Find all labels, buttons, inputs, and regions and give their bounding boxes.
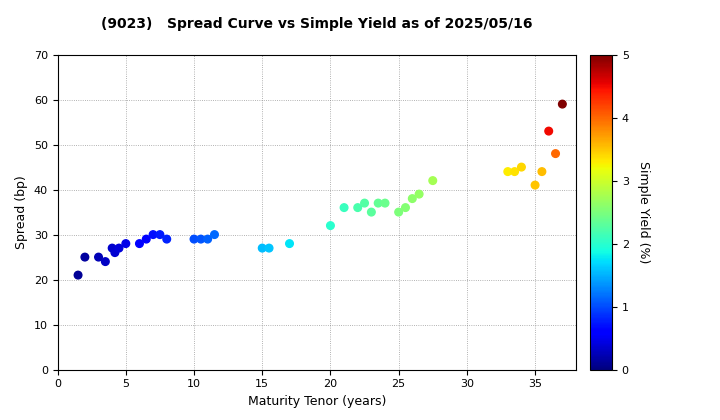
Point [99, 258, 111, 265]
Point [134, 240, 145, 247]
Point [536, 168, 548, 175]
Point [188, 236, 199, 242]
Point [400, 204, 411, 211]
Point [407, 195, 418, 202]
Point [516, 164, 527, 171]
Y-axis label: Simple Yield (%): Simple Yield (%) [636, 161, 649, 263]
Point [543, 128, 554, 134]
Point [325, 222, 336, 229]
Point [413, 191, 425, 197]
Point [93, 254, 104, 260]
Point [509, 168, 521, 175]
Point [372, 200, 384, 207]
X-axis label: Maturity Tenor (years): Maturity Tenor (years) [248, 395, 386, 408]
Point [393, 209, 405, 215]
Point [284, 240, 295, 247]
Point [209, 231, 220, 238]
Point [161, 236, 173, 242]
Point [427, 177, 438, 184]
Point [79, 254, 91, 260]
Point [107, 245, 118, 252]
Point [113, 245, 125, 252]
Point [148, 231, 159, 238]
Point [359, 200, 370, 207]
Point [154, 231, 166, 238]
Point [502, 168, 513, 175]
Y-axis label: Spread (bp): Spread (bp) [15, 175, 28, 249]
Point [379, 200, 391, 207]
Point [550, 150, 562, 157]
Point [557, 101, 568, 108]
Text: (9023)   Spread Curve vs Simple Yield as of 2025/05/16: (9023) Spread Curve vs Simple Yield as o… [101, 17, 533, 31]
Point [109, 249, 121, 256]
Point [140, 236, 152, 242]
Point [352, 204, 364, 211]
Point [120, 240, 132, 247]
Point [338, 204, 350, 211]
Point [264, 245, 275, 252]
Point [72, 272, 84, 278]
Point [195, 236, 207, 242]
Point [529, 182, 541, 189]
Point [366, 209, 377, 215]
Point [256, 245, 268, 252]
Point [202, 236, 213, 242]
